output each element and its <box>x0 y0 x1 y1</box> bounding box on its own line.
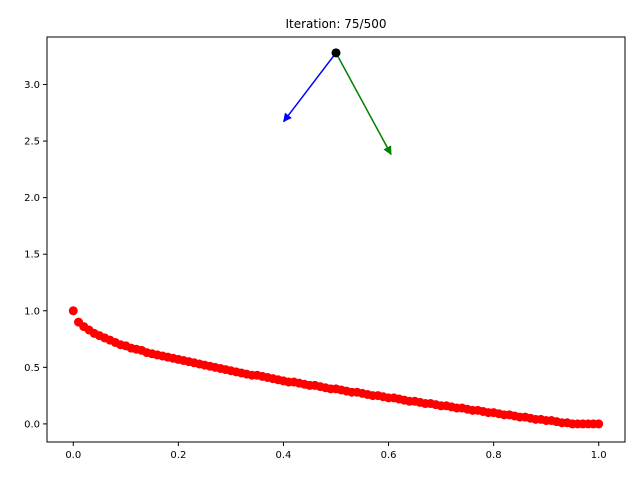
chart-title: Iteration: 75/500 <box>286 17 387 31</box>
y-tick-label: 1.0 <box>24 306 40 317</box>
current-point <box>331 48 341 58</box>
blue-arrow <box>282 52 337 123</box>
y-tick-label: 2.5 <box>24 137 40 148</box>
y-tick-label: 1.5 <box>24 250 40 261</box>
x-tick-label: 0.6 <box>381 450 397 461</box>
y-tick-label: 2.0 <box>24 193 40 204</box>
y-tick-label: 0.0 <box>24 419 40 430</box>
y-tick-label: 3.0 <box>24 80 40 91</box>
x-tick-label: 0.2 <box>170 450 186 461</box>
plot-area: 0.0 0.2 0.4 0.6 0.8 1.0 0.0 0.5 1.0 1.5 2.0 2.5 3.0 <box>24 48 607 461</box>
green-arrow-head <box>383 145 392 156</box>
x-tick-label: 0.0 <box>65 450 81 461</box>
x-tick-label: 1.0 <box>591 450 607 461</box>
x-tick-label: 0.8 <box>486 450 502 461</box>
x-tick-label: 0.4 <box>276 450 292 461</box>
green-arrow <box>335 52 392 156</box>
blue-arrow-head <box>283 112 292 123</box>
y-tick-label: 0.5 <box>24 363 40 374</box>
data-point <box>68 306 78 316</box>
axes-frame <box>46 36 626 443</box>
data-point <box>594 419 604 429</box>
